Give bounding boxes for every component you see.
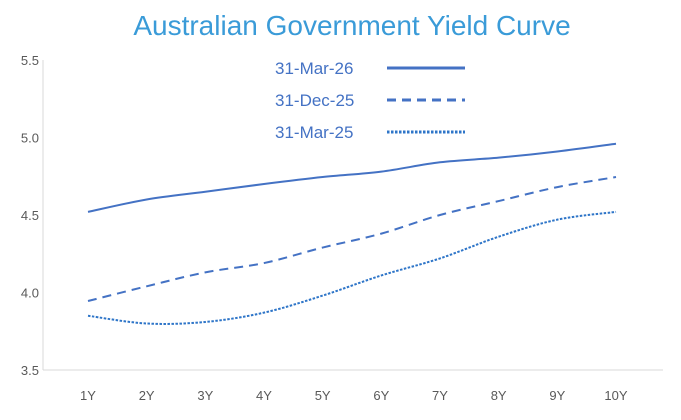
legend-label: 31-Mar-25 — [275, 123, 353, 142]
x-tick-label: 2Y — [139, 388, 155, 403]
legend-label: 31-Dec-25 — [275, 91, 354, 110]
series-line-31-Mar-26 — [87, 142, 617, 213]
x-tick-label: 3Y — [197, 388, 213, 403]
y-tick-label: 4.5 — [21, 208, 39, 223]
x-tick-label: 9Y — [549, 388, 565, 403]
legend-label: 31-Mar-26 — [275, 59, 353, 78]
x-tick-label: 1Y — [80, 388, 96, 403]
x-tick-label: 5Y — [315, 388, 331, 403]
series-line-31-Dec-25 — [87, 176, 617, 302]
y-tick-label: 3.5 — [21, 363, 39, 378]
y-tick-label: 4.0 — [21, 286, 39, 301]
y-tick-label: 5.5 — [21, 53, 39, 68]
x-tick-label: 4Y — [256, 388, 272, 403]
chart-title: Australian Government Yield Curve — [133, 10, 570, 41]
x-tick-label: 10Y — [604, 388, 627, 403]
y-tick-label: 5.0 — [21, 131, 39, 146]
x-tick-label: 7Y — [432, 388, 448, 403]
series-line-31-Mar-25 — [87, 210, 617, 325]
x-tick-label: 6Y — [373, 388, 389, 403]
x-tick-label: 8Y — [491, 388, 507, 403]
